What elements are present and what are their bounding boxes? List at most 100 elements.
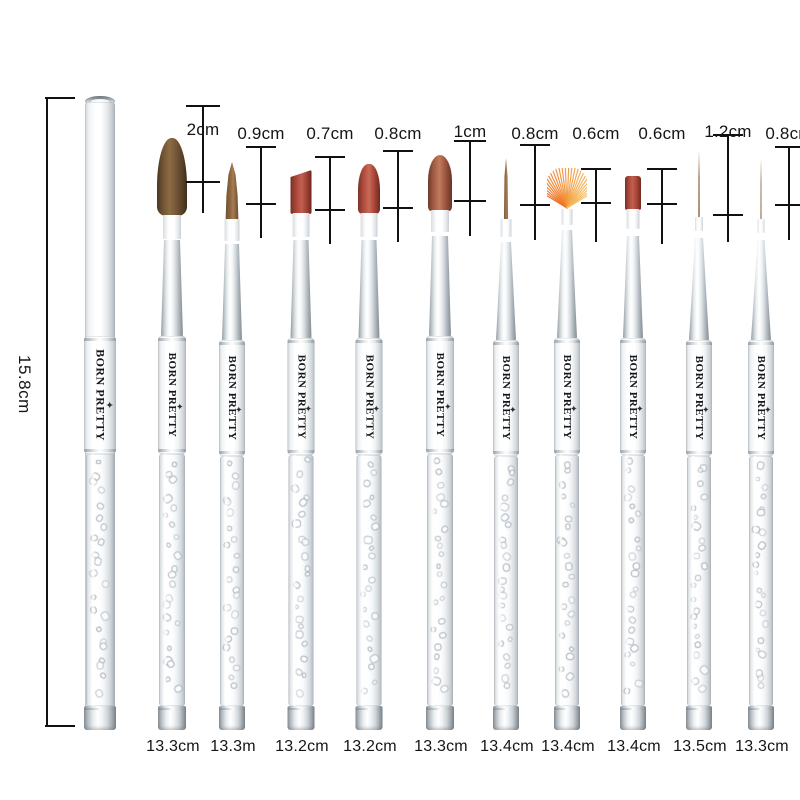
brush-column-9[interactable]: BORN PRETTY ✦ 0.6cm 13.4cm: [573, 0, 693, 800]
acrylic-body: [687, 456, 711, 706]
head-size-label-3: 0.9cm: [237, 124, 285, 143]
body-highlight: [163, 454, 168, 706]
brush-head-11: [760, 158, 762, 220]
brush-column-11[interactable]: BORN PRETTY ✦ 0.8cm 13.3cm: [701, 0, 800, 800]
head-size-label-8: 0.6cm: [572, 124, 620, 143]
metal-end-cap: [158, 706, 186, 730]
body-highlight: [292, 455, 297, 706]
brush-head-7: [503, 158, 509, 220]
brush-column-2[interactable]: BORN PRETTY ✦ 2cm 13.3cm: [112, 0, 232, 800]
brush-head-9: [625, 176, 641, 210]
metal-ferrule: [689, 238, 709, 340]
brush-collar: [292, 213, 310, 237]
brand-grip: BORN PRETTY ✦: [686, 340, 712, 456]
bracket-tick-mid: [775, 204, 800, 206]
overall-height-label: 15.8cm: [15, 355, 34, 414]
bracket-tick-mid: [246, 203, 276, 205]
grip-band-top: [554, 340, 580, 343]
head-size-bracket-3: [246, 146, 276, 238]
body-highlight: [691, 456, 695, 706]
brush-column-1[interactable]: BORN PRETTY ✦: [40, 0, 160, 800]
brush-head-10: [698, 150, 700, 218]
metal-end-cap: [426, 706, 454, 730]
head-size-label-2: 2cm: [186, 120, 220, 139]
brand-grip: BORN PRETTY ✦: [158, 336, 186, 454]
bracket-tick-mid: [647, 203, 677, 205]
grip-band-top: [355, 340, 383, 343]
brand-grip: BORN PRETTY ✦: [355, 338, 383, 455]
body-highlight: [559, 455, 563, 706]
brand-grip: BORN PRETTY ✦: [219, 340, 245, 456]
bracket-tick-top: [520, 144, 550, 146]
end-cap-lip: [219, 708, 245, 710]
brand-text-4: BORN PRETTY: [295, 354, 307, 439]
brush-collar: [757, 219, 765, 233]
head-size-label-5: 0.8cm: [374, 124, 422, 143]
head-size-label-7: 0.8cm: [511, 124, 559, 143]
bracket-stem: [469, 140, 471, 236]
end-cap-lip: [493, 708, 519, 710]
acrylic-body: [220, 456, 244, 706]
head-size-bracket-6: [454, 140, 486, 236]
head-size-label-10: 1.2cm: [704, 122, 752, 141]
body-highlight: [431, 454, 436, 706]
bracket-tick-mid: [520, 204, 550, 206]
grip-band-top: [426, 338, 454, 341]
metal-end-cap: [620, 706, 646, 730]
brand-logo-icon: ✦: [762, 405, 773, 414]
ruler-bottom-tick: [45, 725, 75, 727]
brand-text-5: BORN PRETTY: [363, 354, 375, 439]
end-cap-lip: [84, 708, 116, 710]
bracket-tick-top: [315, 156, 345, 158]
head-size-bracket-5: [383, 150, 413, 242]
brush-column-6[interactable]: BORN PRETTY ✦ 1cm 13.3cm: [380, 0, 500, 800]
bracket-tick-top: [186, 105, 220, 107]
length-label-11: 13.3cm: [735, 738, 789, 755]
acrylic-body: [159, 454, 185, 706]
metal-end-cap: [84, 706, 116, 730]
brush-column-3[interactable]: BORN PRETTY ✦ 0.9cm 13.3m: [172, 0, 292, 800]
grip-band-bottom: [620, 450, 646, 453]
head-size-bracket-4: [315, 156, 345, 244]
brand-text-11: BORN PRETTY: [755, 355, 767, 441]
body-highlight: [360, 455, 365, 706]
bracket-stem: [329, 156, 331, 244]
brand-grip: BORN PRETTY ✦: [554, 338, 580, 455]
bracket-stem: [727, 134, 729, 242]
brush-collar: [500, 219, 512, 237]
acrylic-body: [494, 456, 518, 706]
brand-text-8: BORN PRETTY: [561, 354, 573, 439]
grip-band-bottom: [84, 449, 116, 452]
brand-grip: BORN PRETTY ✦: [426, 336, 454, 454]
brand-text-6: BORN PRETTY: [434, 352, 446, 438]
brush-head-4: [290, 170, 312, 214]
body-highlight: [498, 456, 502, 706]
grip-band-top: [84, 338, 116, 341]
bracket-tick-top: [775, 146, 800, 148]
brush-column-5[interactable]: BORN PRETTY ✦ 0.8cm 13.2cm: [309, 0, 429, 800]
acrylic-body: [749, 456, 773, 706]
brush-column-8[interactable]: BORN PRETTY ✦ 0.6cm 13.4cm: [507, 0, 627, 800]
body-highlight: [90, 454, 95, 706]
length-label-2: 13.3cm: [146, 738, 200, 755]
acrylic-body: [288, 455, 314, 706]
metal-end-cap: [287, 706, 315, 730]
brush-head-5: [358, 164, 380, 214]
body-highlight: [224, 456, 228, 706]
length-label-6: 13.3cm: [414, 738, 468, 755]
brush-collar: [224, 219, 240, 241]
grip-band-top: [287, 340, 315, 343]
bracket-tick-top: [713, 134, 743, 136]
brush-column-10[interactable]: BORN PRETTY ✦ 1.2cm 13.5cm: [639, 0, 759, 800]
brush-collar: [163, 215, 181, 239]
brand-grip: BORN PRETTY ✦: [493, 340, 519, 456]
brush-column-7[interactable]: BORN PRETTY ✦ 0.8cm 13.4cm: [446, 0, 566, 800]
fan-bristles-svg: [544, 165, 590, 209]
brush-column-4[interactable]: BORN PRETTY ✦ 0.7cm 13.2cm: [241, 0, 361, 800]
brand-grip: BORN PRETTY ✦: [620, 338, 646, 455]
head-size-bracket-10: [713, 134, 743, 242]
grip-band-bottom: [748, 451, 774, 454]
length-label-10: 13.5cm: [673, 738, 727, 755]
acrylic-body: [356, 455, 382, 706]
head-size-bracket-7: [520, 144, 550, 240]
